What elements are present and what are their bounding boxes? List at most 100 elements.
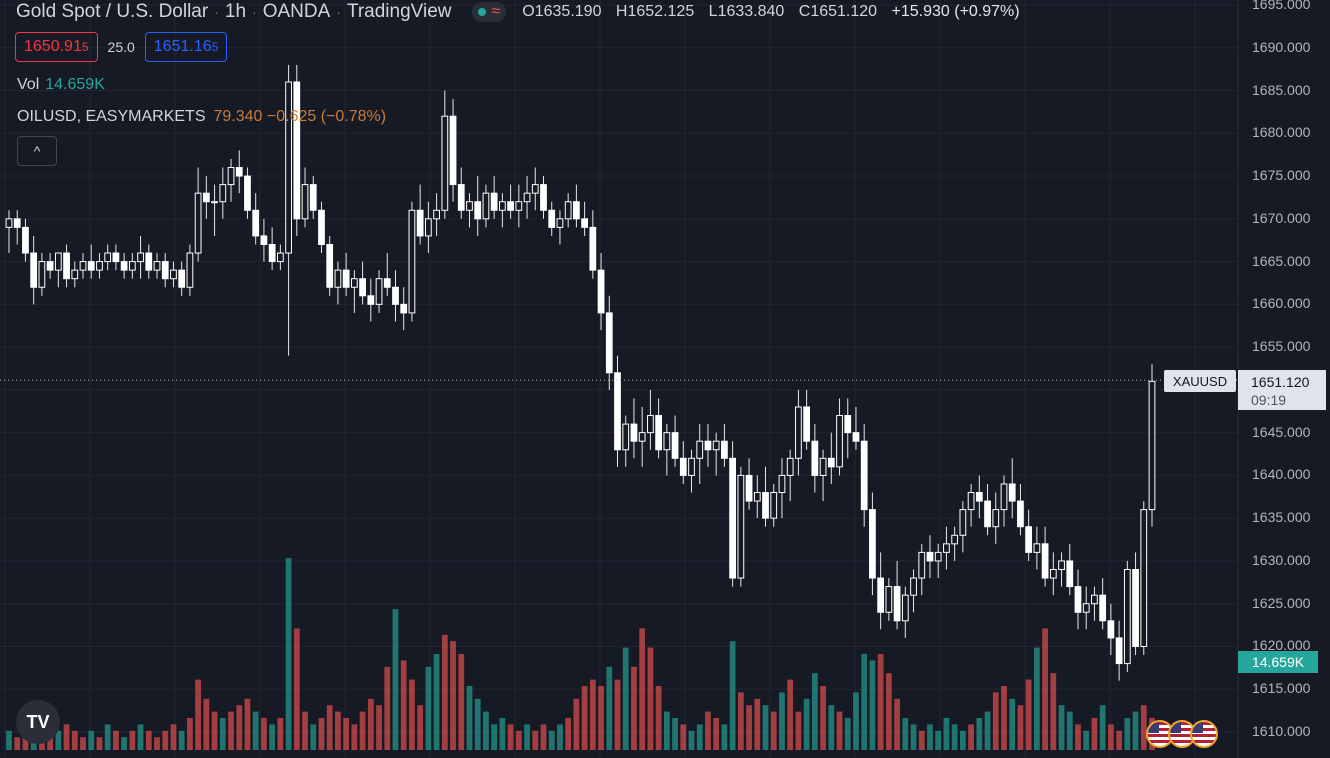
sell-price-pip: 5 — [81, 40, 89, 54]
volume-bar — [1050, 673, 1057, 750]
candle-body — [885, 586, 893, 613]
candle-body — [424, 218, 432, 237]
candle-body — [383, 278, 391, 288]
candle-body — [1140, 509, 1148, 647]
candle-body — [1091, 594, 1098, 605]
candle-body — [721, 440, 728, 459]
candle-body — [729, 457, 737, 579]
price-tick-label: 1645.000 — [1252, 423, 1311, 440]
candle-body — [1049, 568, 1057, 579]
volume-bar — [71, 730, 78, 750]
market-open-icon — [477, 8, 486, 16]
volume-bar — [853, 692, 859, 750]
separator-dot: · — [252, 4, 257, 20]
volume-bar — [228, 711, 234, 750]
volume-bar — [959, 730, 966, 750]
candle-body — [704, 440, 712, 451]
volume-bar — [55, 730, 62, 750]
volume-bar — [861, 654, 868, 750]
volume-bar — [1083, 730, 1090, 750]
candle-body — [441, 115, 449, 211]
volume-bar — [1108, 724, 1114, 750]
candle-body — [1000, 483, 1008, 511]
candle-body — [309, 184, 317, 211]
candle-body — [959, 509, 967, 536]
volume-bar — [63, 724, 70, 750]
candle-body — [671, 432, 679, 459]
compare-legend[interactable]: OILUSD, EASYMARKETS 79.340 −0.625 (−0.78%… — [17, 108, 386, 126]
volume-bar — [129, 730, 136, 750]
volume-bar — [696, 724, 703, 750]
volume-bar — [1033, 647, 1040, 750]
candle-body — [145, 252, 153, 271]
volume-bar — [1042, 628, 1048, 750]
volume-bar — [145, 730, 152, 750]
candle-body — [1058, 560, 1065, 570]
volume-legend[interactable]: Vol 14.659K — [17, 76, 105, 94]
collapse-legend-button[interactable]: ^ — [17, 136, 57, 166]
candle-body — [342, 269, 350, 288]
candle-body — [803, 406, 811, 442]
candle-body — [1123, 568, 1131, 665]
candle-body — [457, 184, 465, 211]
volume-bar — [614, 679, 621, 750]
volume-bar — [746, 705, 752, 750]
candle-body — [334, 269, 342, 288]
candle-body — [449, 115, 457, 186]
interval-label[interactable]: 1h — [224, 1, 247, 22]
volume-bar — [647, 647, 654, 750]
candle-body — [786, 457, 794, 476]
candle-body — [934, 551, 942, 562]
volume-bar — [219, 718, 226, 750]
volume-bar — [1132, 711, 1139, 750]
price-tick-label: 1625.000 — [1252, 594, 1311, 611]
volume-bar — [466, 686, 473, 750]
candle-body — [104, 252, 112, 263]
candle-body — [137, 252, 144, 263]
candle-body — [38, 261, 46, 288]
volume-bar — [88, 730, 95, 750]
price-tick-label: 1610.000 — [1252, 723, 1311, 739]
compare-value: 79.340 −0.625 (−0.78%) — [213, 108, 387, 125]
volume-bar — [737, 692, 744, 750]
candle-body — [984, 500, 991, 528]
tradingview-logo[interactable]: TV — [16, 700, 60, 744]
symbol-title[interactable]: Gold Spot / U.S. Dollar — [16, 1, 209, 22]
us-flag-icon[interactable] — [1190, 720, 1218, 748]
volume-bar — [47, 737, 53, 750]
events-markers[interactable] — [1146, 720, 1218, 748]
volume-bar — [417, 705, 424, 750]
candle-body — [638, 432, 646, 442]
candle-body — [112, 252, 120, 263]
volume-bar — [441, 634, 448, 750]
volume-bar — [1091, 718, 1098, 750]
volume-bar — [573, 698, 580, 750]
market-status-badge[interactable]: ≈ — [471, 2, 507, 22]
candle-body — [474, 201, 482, 220]
volume-bar — [80, 737, 86, 750]
candle-body — [967, 492, 975, 511]
volume-bar — [14, 737, 21, 750]
candle-body — [54, 252, 62, 271]
candle-body — [13, 218, 21, 228]
buy-button[interactable]: 1651.16 5 — [144, 32, 228, 62]
volume-bar — [713, 718, 720, 750]
volume-bar — [195, 679, 202, 750]
candle-body — [161, 261, 169, 280]
volume-bar — [918, 730, 925, 750]
candle-body — [655, 415, 662, 451]
candle-body — [1099, 594, 1107, 622]
volume-bar — [877, 654, 884, 750]
platform-label: TradingView — [346, 1, 452, 22]
candle-body — [153, 261, 161, 271]
bar-countdown: 09:19 — [1251, 392, 1287, 408]
candle-body — [71, 269, 79, 280]
candle-body — [778, 474, 786, 494]
sell-button[interactable]: 1650.91 5 — [15, 32, 98, 62]
volume-bar — [499, 718, 506, 750]
volume-bar — [976, 718, 983, 750]
volume-bar — [318, 718, 325, 750]
volume-bar — [589, 679, 596, 750]
volume-bar — [162, 730, 169, 750]
